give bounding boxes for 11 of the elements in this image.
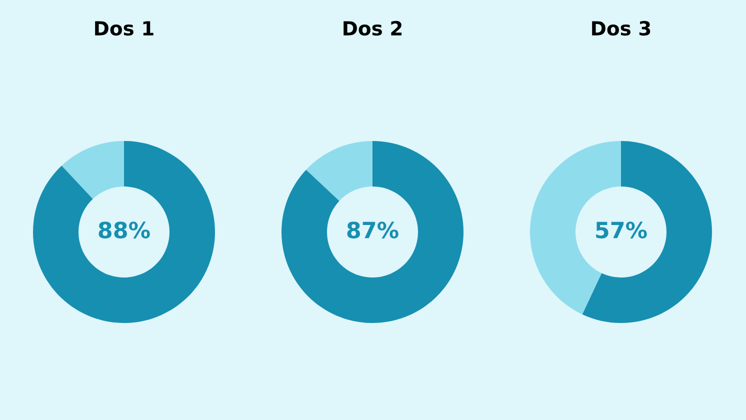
donut-slice [582,141,712,323]
data-label: 87% [347,222,398,238]
chart-title: Dos 1 [95,21,154,36]
data-label: 88% [98,222,150,238]
chart-title: Dos 2 [344,20,402,36]
chart-title: Dos 3 [592,20,650,36]
donut-slice [282,141,464,323]
donut-slice [33,141,215,323]
donut-slice [306,141,372,201]
data-label: 57% [596,222,647,238]
donut-slice [62,141,124,199]
